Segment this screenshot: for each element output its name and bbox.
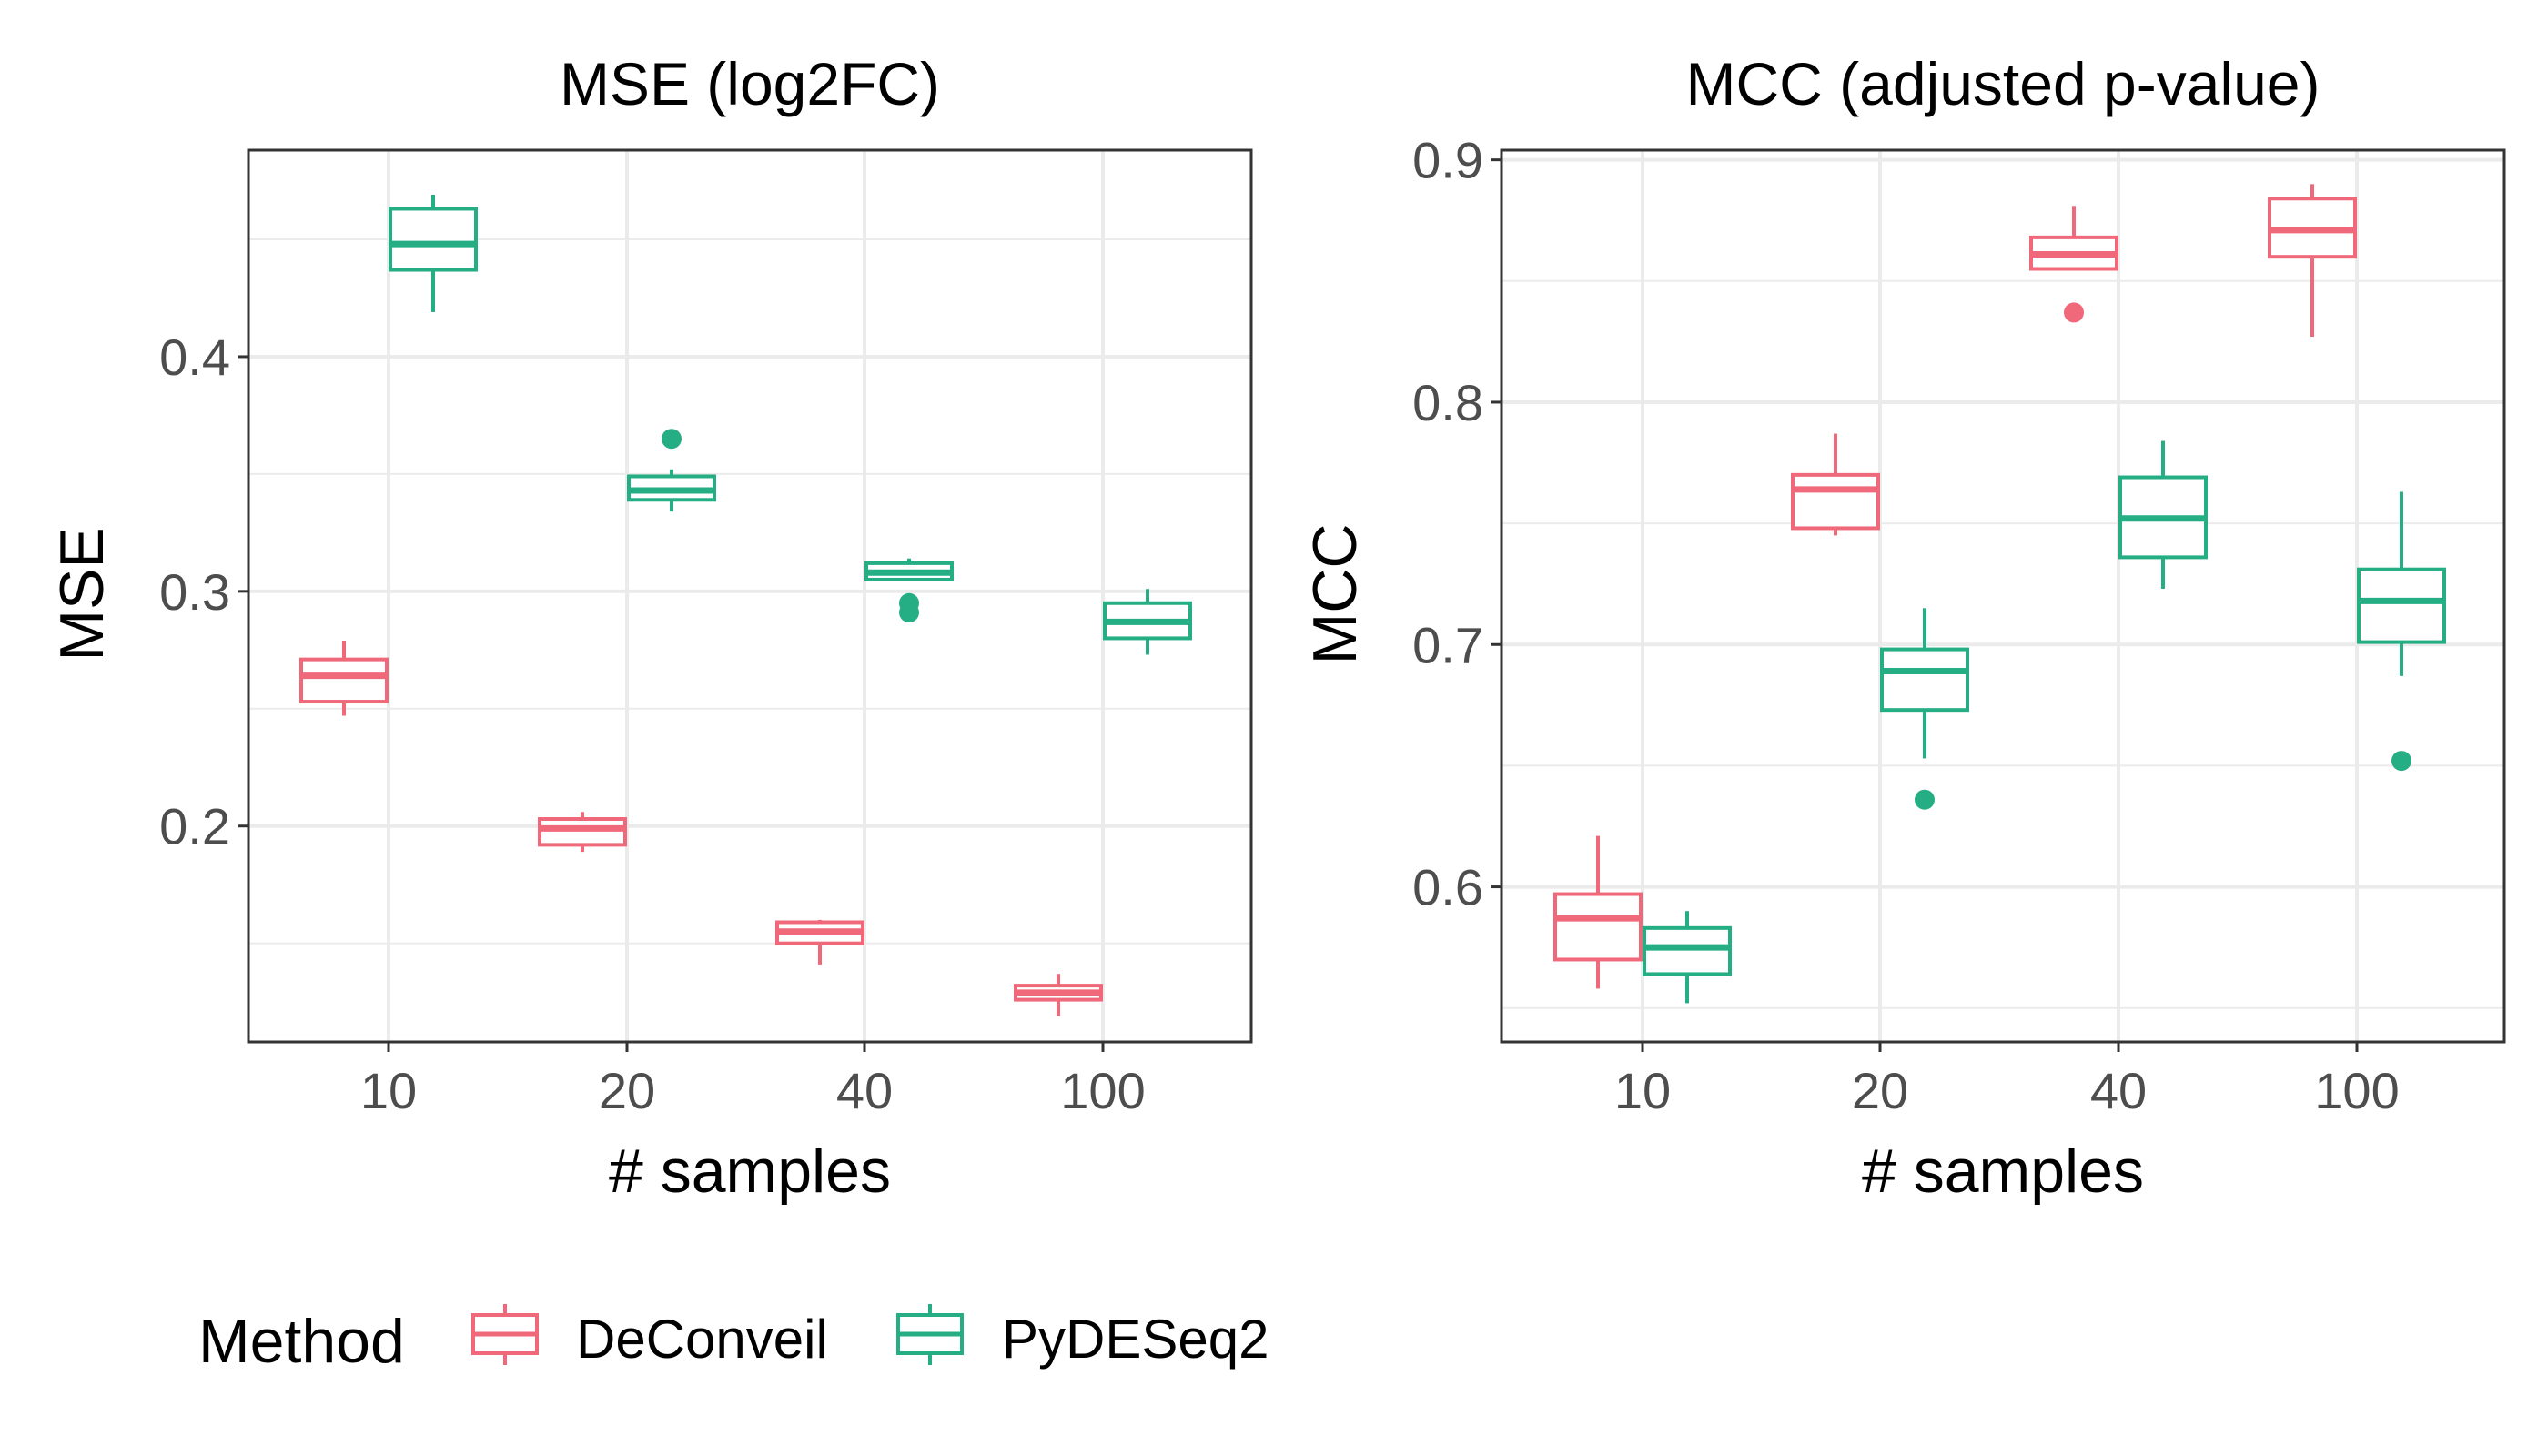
outlier-point — [2391, 751, 2412, 772]
iqr-box — [299, 657, 389, 704]
mcc-x-tick-label: 20 — [1852, 1062, 1908, 1119]
mse-box-pydeseq2-100 — [1103, 589, 1192, 655]
mcc-y-tick-label: 0.8 — [1412, 374, 1483, 431]
mse-box-deconveil-40 — [775, 919, 864, 965]
legend: Method DeConveil PyDESeq2 — [198, 1304, 1269, 1376]
outlier-point — [1915, 789, 1935, 810]
mse-y-tick-label: 0.3 — [159, 563, 230, 621]
mse-x-tick-label: 40 — [836, 1062, 893, 1119]
mse-box-pydeseq2-10 — [389, 195, 478, 312]
mcc-y-tick-label: 0.6 — [1412, 859, 1483, 916]
mse-box-deconveil-10 — [299, 641, 389, 716]
legend-key-deconveil — [471, 1304, 539, 1365]
mcc-y-tick-label: 0.9 — [1412, 132, 1483, 189]
legend-label-pydeseq2: PyDESeq2 — [1002, 1309, 1269, 1370]
mcc-panel-border — [1500, 148, 2506, 1044]
mcc-panel: MCC (adjusted p-value) # samples MCC 0.6… — [1300, 50, 2506, 1206]
mcc-box-deconveil-20 — [1791, 433, 1880, 536]
mcc-box-pydeseq2-20 — [1880, 608, 1969, 810]
mse-x-axis-title: # samples — [609, 1137, 891, 1206]
mse-panel: MSE (log2FC) # samples MSE 0.2 0.3 0.4 10 20… — [47, 50, 1253, 1206]
legend-title: Method — [198, 1307, 405, 1376]
mcc-box-pydeseq2-40 — [2118, 440, 2208, 590]
mcc-panel-title: MCC (adjusted p-value) — [1686, 50, 2320, 117]
mse-x-tick-label: 10 — [360, 1062, 417, 1119]
legend-key-pydeseq2 — [896, 1304, 964, 1365]
mse-box-pydeseq2-20 — [627, 429, 716, 512]
legend-label-deconveil: DeConveil — [576, 1309, 828, 1370]
iqr-box — [1643, 925, 1732, 976]
iqr-box — [1880, 647, 1969, 713]
mse-y-axis-title: MSE — [47, 527, 116, 661]
mcc-x-tick-label: 40 — [2090, 1062, 2147, 1119]
mse-box-pydeseq2-40 — [864, 558, 954, 623]
mse-y-tick-label: 0.2 — [159, 798, 230, 855]
mcc-x-tick-label: 100 — [2314, 1062, 2399, 1119]
mse-x-tick-label: 20 — [599, 1062, 655, 1119]
outlier-point — [899, 602, 919, 623]
mcc-y-tick-label: 0.7 — [1412, 616, 1483, 673]
iqr-box — [389, 207, 478, 272]
mse-box-deconveil-20 — [538, 812, 627, 853]
mse-panel-title: MSE (log2FC) — [560, 50, 940, 117]
mse-x-tick-label: 100 — [1060, 1062, 1145, 1119]
outlier-point — [2064, 302, 2084, 323]
mcc-grid — [1502, 150, 2504, 1042]
mcc-x-tick-label: 10 — [1614, 1062, 1671, 1119]
mcc-box-deconveil-100 — [2268, 184, 2357, 338]
iqr-box — [1791, 472, 1880, 531]
iqr-box — [1553, 892, 1643, 962]
mcc-box-pydeseq2-100 — [2357, 491, 2446, 772]
iqr-box — [538, 817, 627, 847]
mse-panel-border — [247, 148, 1253, 1044]
mse-grid — [248, 150, 1251, 1042]
mcc-x-axis-title: # samples — [1862, 1137, 2144, 1206]
mse-box-deconveil-100 — [1014, 974, 1103, 1016]
mse-y-tick-label: 0.4 — [159, 329, 230, 386]
mcc-y-axis-title: MCC — [1300, 524, 1370, 665]
mcc-box-deconveil-40 — [2029, 206, 2118, 323]
mcc-box-deconveil-10 — [1553, 835, 1643, 989]
mcc-box-pydeseq2-10 — [1643, 911, 1732, 1004]
iqr-box — [2357, 567, 2446, 644]
outlier-point — [662, 429, 682, 450]
